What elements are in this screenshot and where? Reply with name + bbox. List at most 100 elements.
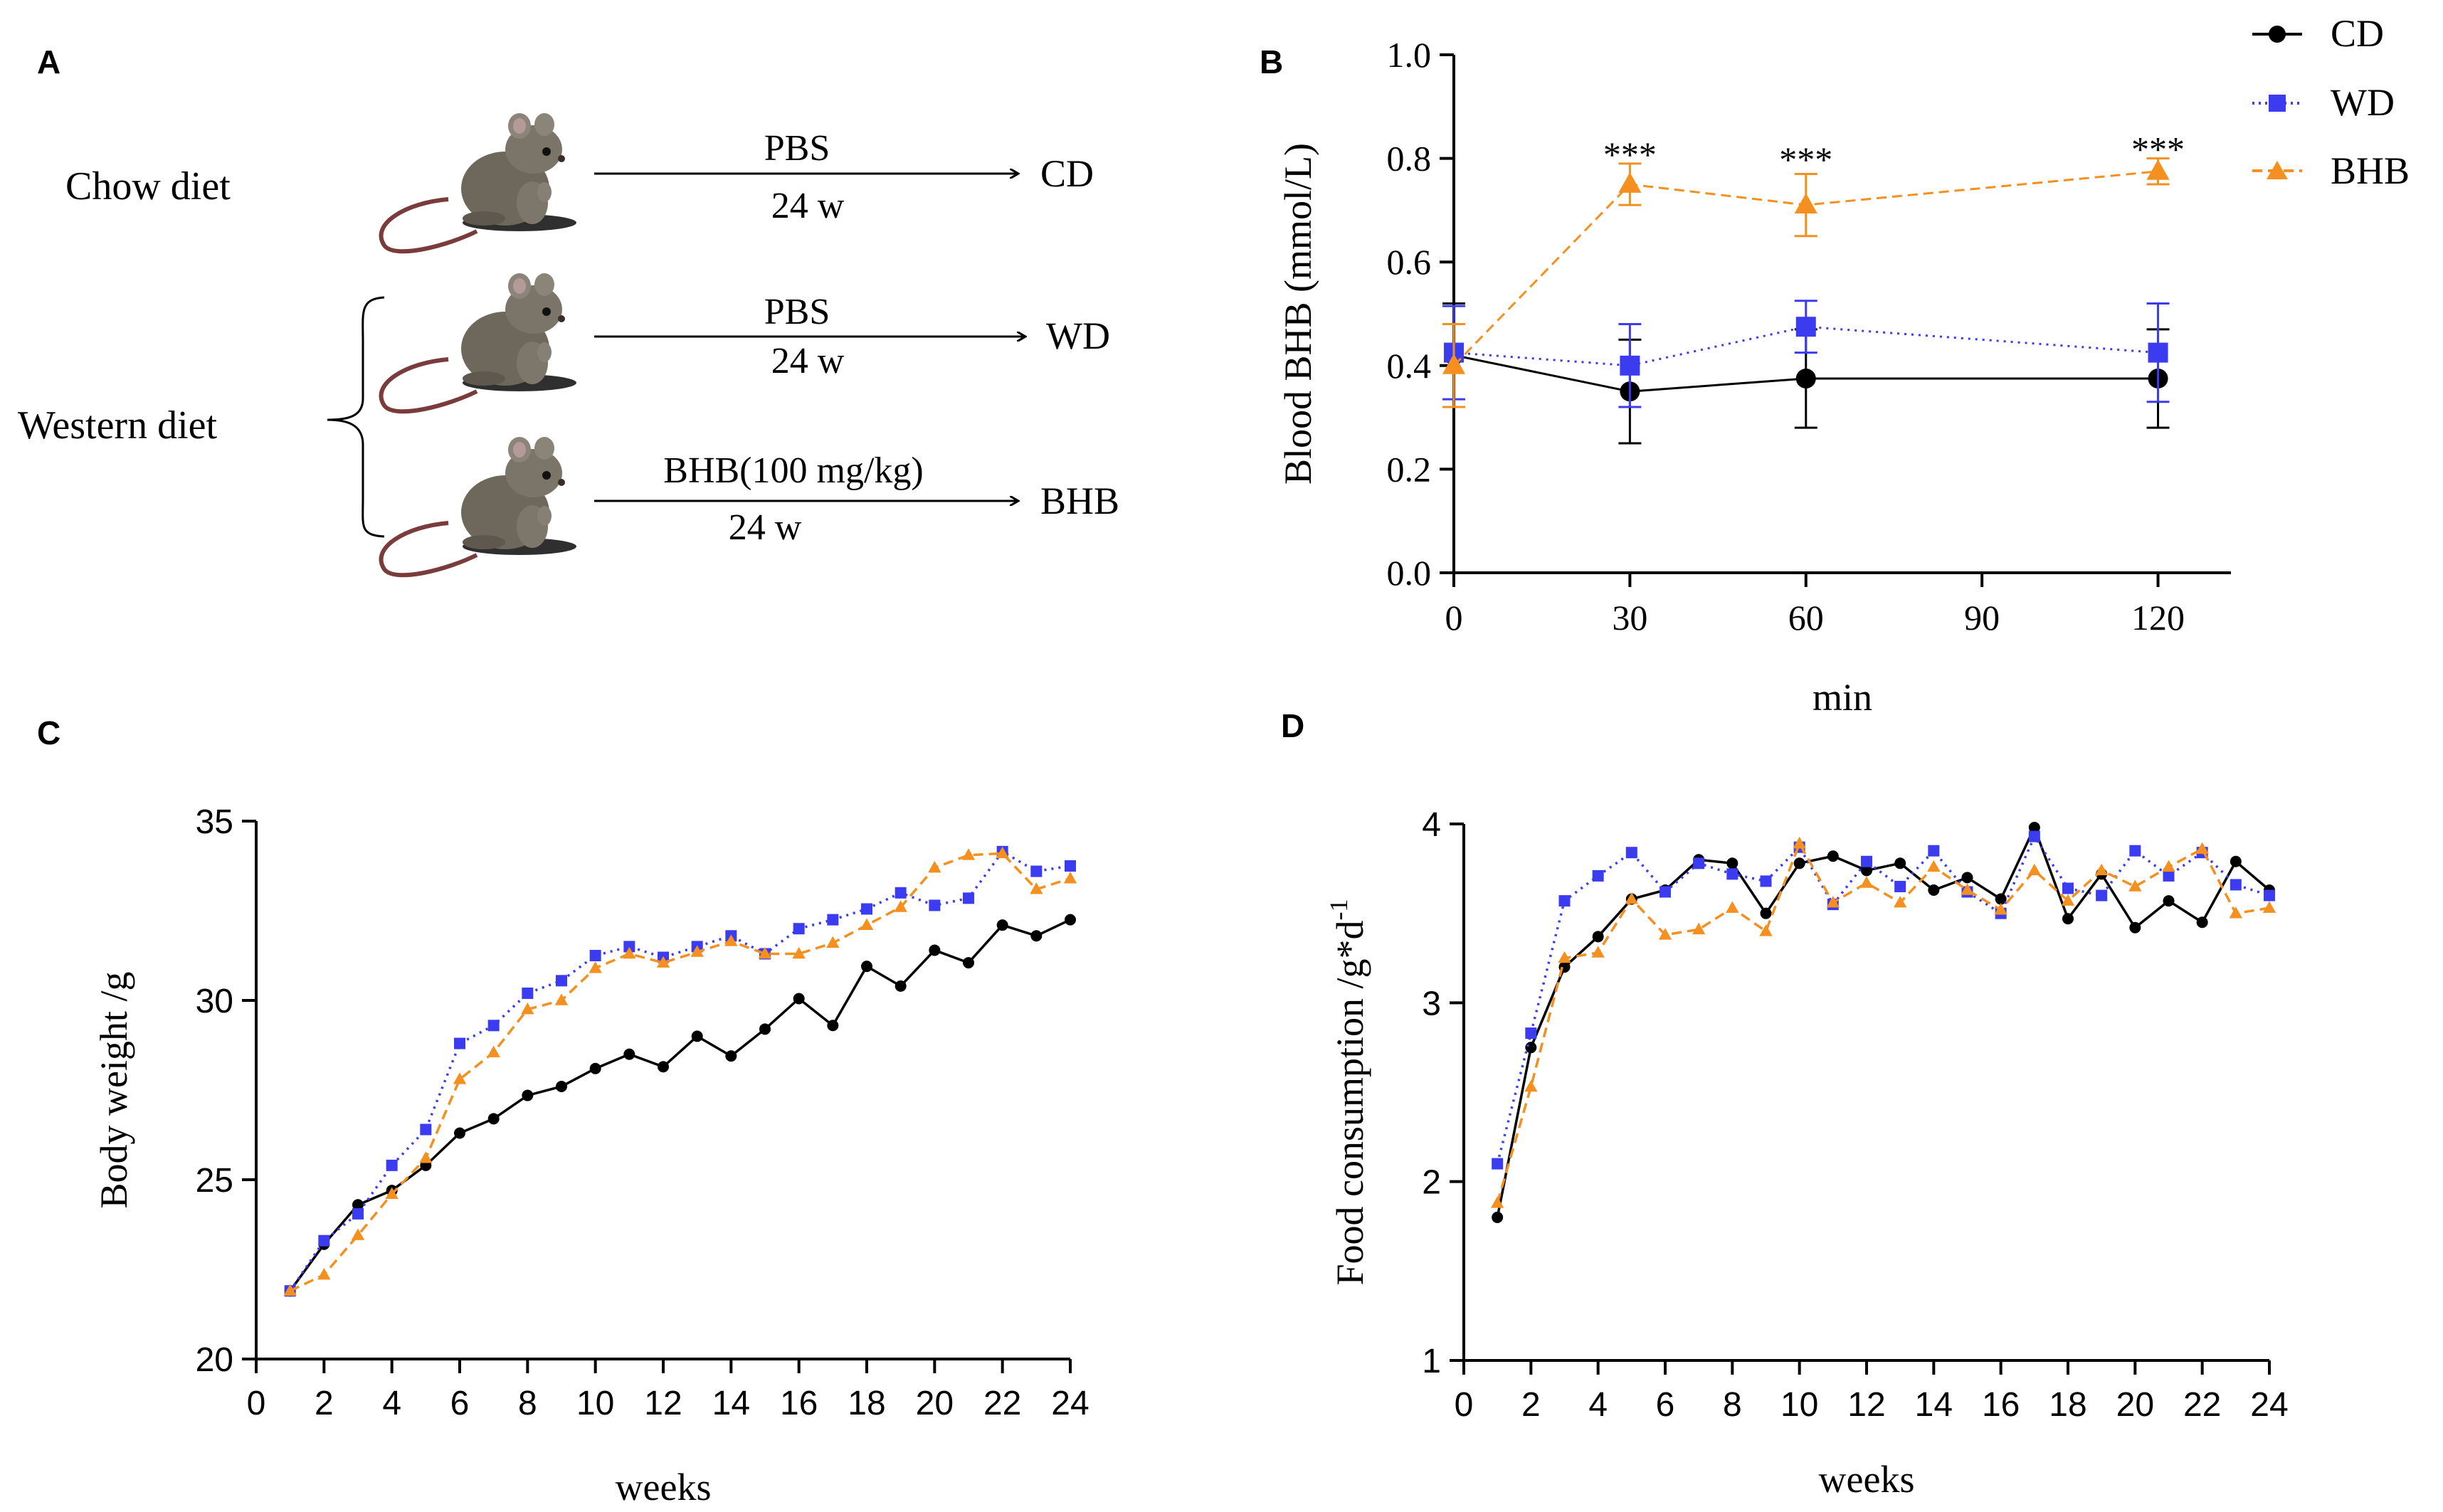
y-tick-label: 25 (196, 1162, 233, 1200)
data-point (487, 1113, 500, 1125)
data-point (894, 900, 907, 912)
data-point (521, 1003, 534, 1015)
data-point (2163, 895, 2175, 907)
data-point (861, 903, 872, 915)
data-point (419, 1151, 433, 1163)
data-point (2195, 842, 2209, 854)
data-point (1793, 837, 1806, 849)
mouse-icon (381, 273, 576, 411)
data-point (1861, 855, 1872, 867)
legend-bhb-label: BHB (2331, 149, 2410, 192)
data-point (623, 1048, 635, 1060)
data-point (386, 1159, 398, 1171)
x-tick-label: 8 (1723, 1386, 1742, 1424)
data-point (1793, 857, 1805, 869)
data-point (1894, 880, 1906, 892)
x-tick-label: 16 (780, 1385, 818, 1422)
data-point (691, 1030, 703, 1042)
data-point (656, 956, 670, 968)
data-point (1625, 892, 1639, 904)
x-tick-label: 22 (2183, 1386, 2221, 1424)
data-point (283, 1284, 297, 1296)
data-point (963, 957, 974, 969)
data-point (895, 887, 907, 899)
y-tick-label: 20 (196, 1341, 233, 1379)
data-point (454, 1037, 465, 1050)
data-point (1726, 868, 1738, 880)
y-tick-label: 2 (1422, 1164, 1441, 1202)
y-tick-label: 0.6 (1387, 242, 1432, 282)
data-point (758, 946, 772, 959)
series-line-cd (1453, 354, 2158, 393)
y-tick-label: 0.4 (1387, 346, 1432, 386)
data-point (2062, 913, 2074, 925)
series-line-cd (1496, 824, 2271, 1218)
schematic-panel: Chow diet Western diet PBS 24 w CD PBS 2… (18, 113, 1119, 575)
data-point (826, 936, 840, 948)
y-tick-label: 0.2 (1387, 449, 1432, 489)
data-point (996, 919, 1008, 931)
panel-label-c: C (37, 714, 60, 751)
row1-top-text: PBS (764, 128, 830, 169)
data-point (1826, 895, 1840, 908)
series-line-bhb (1452, 170, 2158, 366)
y-tick-label: 30 (196, 983, 233, 1020)
x-tick-label: 10 (576, 1385, 614, 1422)
y-tick-label: 0.0 (1387, 553, 1432, 593)
legend-bhb-marker (2267, 161, 2288, 179)
data-point (1618, 172, 1642, 193)
x-tick-label: 4 (382, 1385, 401, 1422)
data-point (895, 980, 907, 992)
data-point (2196, 916, 2208, 929)
data-point (352, 1207, 364, 1220)
data-point (1928, 845, 1940, 857)
data-point (1827, 850, 1839, 862)
data-point (2028, 822, 2040, 834)
data-point (860, 918, 874, 930)
data-point (1726, 901, 1739, 913)
data-point (1794, 193, 1817, 214)
data-point (2230, 855, 2242, 867)
significance-annotation: *** (1603, 134, 1657, 174)
data-point (1525, 1042, 1537, 1054)
data-point (1492, 1158, 1504, 1170)
data-point (318, 1235, 330, 1247)
row3-bottom-text: 24 w (729, 507, 802, 548)
x-tick-label: 120 (2131, 598, 2185, 638)
row2-bottom-text: 24 w (771, 341, 845, 381)
data-point (1524, 1079, 1538, 1092)
data-point (454, 1127, 465, 1139)
x-tick-label: 30 (1612, 598, 1647, 638)
x-tick-label: 12 (644, 1385, 682, 1422)
x-axis-title: weeks (616, 1466, 712, 1508)
row3-top-text: BHB(100 mg/kg) (663, 450, 923, 491)
x-tick-label: 22 (983, 1385, 1021, 1422)
y-tick-label: 35 (196, 803, 233, 841)
data-point (2148, 342, 2168, 363)
x-tick-label: 20 (2116, 1386, 2154, 1424)
y-axis-title: Blood BHB (mmol/L) (1277, 143, 1319, 485)
legend-cd-marker (2269, 26, 2286, 43)
x-axis-title: min (1813, 676, 1872, 719)
data-point (996, 846, 1009, 859)
data-point (556, 975, 567, 987)
data-point (1726, 857, 1738, 869)
data-point (2129, 845, 2141, 857)
data-point (1861, 865, 1872, 877)
data-point (2229, 906, 2243, 919)
data-point (317, 1267, 331, 1280)
y-axis-title-superscript: -1 (1324, 899, 1353, 920)
data-point (725, 1050, 737, 1062)
mouse-icon (381, 113, 576, 251)
data-point (522, 1089, 534, 1101)
data-point (1693, 857, 1705, 869)
y-tick-label: 4 (1422, 806, 1441, 844)
row1-target: CD (1040, 152, 1094, 195)
y-axis-title: Body weight /g (93, 972, 135, 1209)
series-wd (284, 845, 1076, 1297)
data-point (1795, 369, 1816, 388)
series-line-bhb (1496, 840, 2270, 1204)
data-point (2163, 869, 2175, 882)
